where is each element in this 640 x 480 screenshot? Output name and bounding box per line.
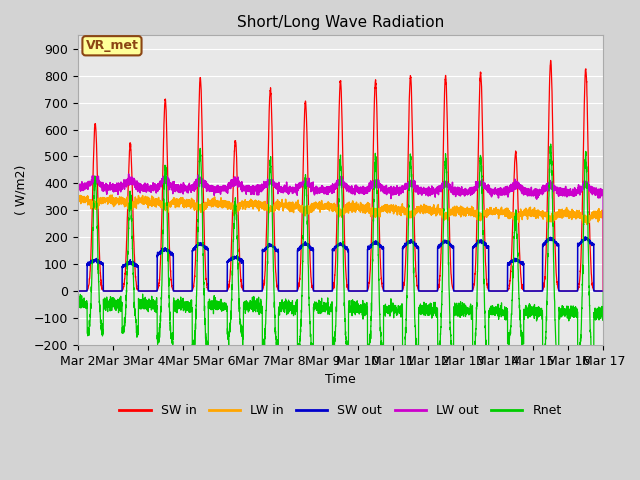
Title: Short/Long Wave Radiation: Short/Long Wave Radiation xyxy=(237,15,444,30)
LW in xyxy=(599,213,607,218)
SW out xyxy=(599,288,607,294)
SW in xyxy=(74,288,81,294)
LW in xyxy=(74,195,81,201)
Rnet xyxy=(321,306,328,312)
Rnet xyxy=(547,141,554,147)
SW in xyxy=(547,58,554,63)
Y-axis label: ( W/m2): ( W/m2) xyxy=(15,165,28,216)
SW in xyxy=(458,288,466,294)
SW out xyxy=(321,288,328,294)
LW in xyxy=(168,200,176,206)
LW out xyxy=(125,171,132,177)
LW in xyxy=(600,288,607,294)
Line: LW in: LW in xyxy=(77,195,604,291)
LW out xyxy=(168,183,176,189)
LW in xyxy=(488,209,496,215)
SW in xyxy=(321,288,328,294)
LW out xyxy=(74,184,81,190)
SW out xyxy=(74,288,81,294)
Rnet xyxy=(599,314,607,320)
SW out xyxy=(488,288,495,294)
SW out xyxy=(581,234,589,240)
Rnet xyxy=(429,307,436,313)
Rnet xyxy=(540,365,547,371)
Rnet xyxy=(168,334,176,340)
Rnet xyxy=(74,298,81,304)
LW out xyxy=(321,188,328,193)
LW out xyxy=(429,186,437,192)
LW in xyxy=(108,192,116,198)
Rnet xyxy=(488,305,495,311)
SW in xyxy=(488,288,495,294)
SW out xyxy=(458,288,466,294)
SW in xyxy=(429,288,436,294)
LW out xyxy=(458,191,466,197)
Line: LW out: LW out xyxy=(77,174,604,291)
Line: SW in: SW in xyxy=(77,60,604,291)
Rnet xyxy=(458,304,466,310)
SW in xyxy=(599,288,607,294)
LW in xyxy=(429,210,437,216)
Rnet xyxy=(600,289,607,295)
Line: Rnet: Rnet xyxy=(77,144,604,368)
LW in xyxy=(458,205,466,211)
LW out xyxy=(488,186,496,192)
Legend: SW in, LW in, SW out, LW out, Rnet: SW in, LW in, SW out, LW out, Rnet xyxy=(115,399,566,422)
Text: VR_met: VR_met xyxy=(86,39,138,52)
SW in xyxy=(600,288,607,294)
LW in xyxy=(321,204,328,209)
SW out xyxy=(600,288,607,294)
SW in xyxy=(168,285,176,290)
LW out xyxy=(600,288,607,294)
X-axis label: Time: Time xyxy=(325,373,356,386)
Line: SW out: SW out xyxy=(77,237,604,291)
SW out xyxy=(429,288,436,294)
SW out xyxy=(168,250,176,255)
LW out xyxy=(599,192,607,198)
